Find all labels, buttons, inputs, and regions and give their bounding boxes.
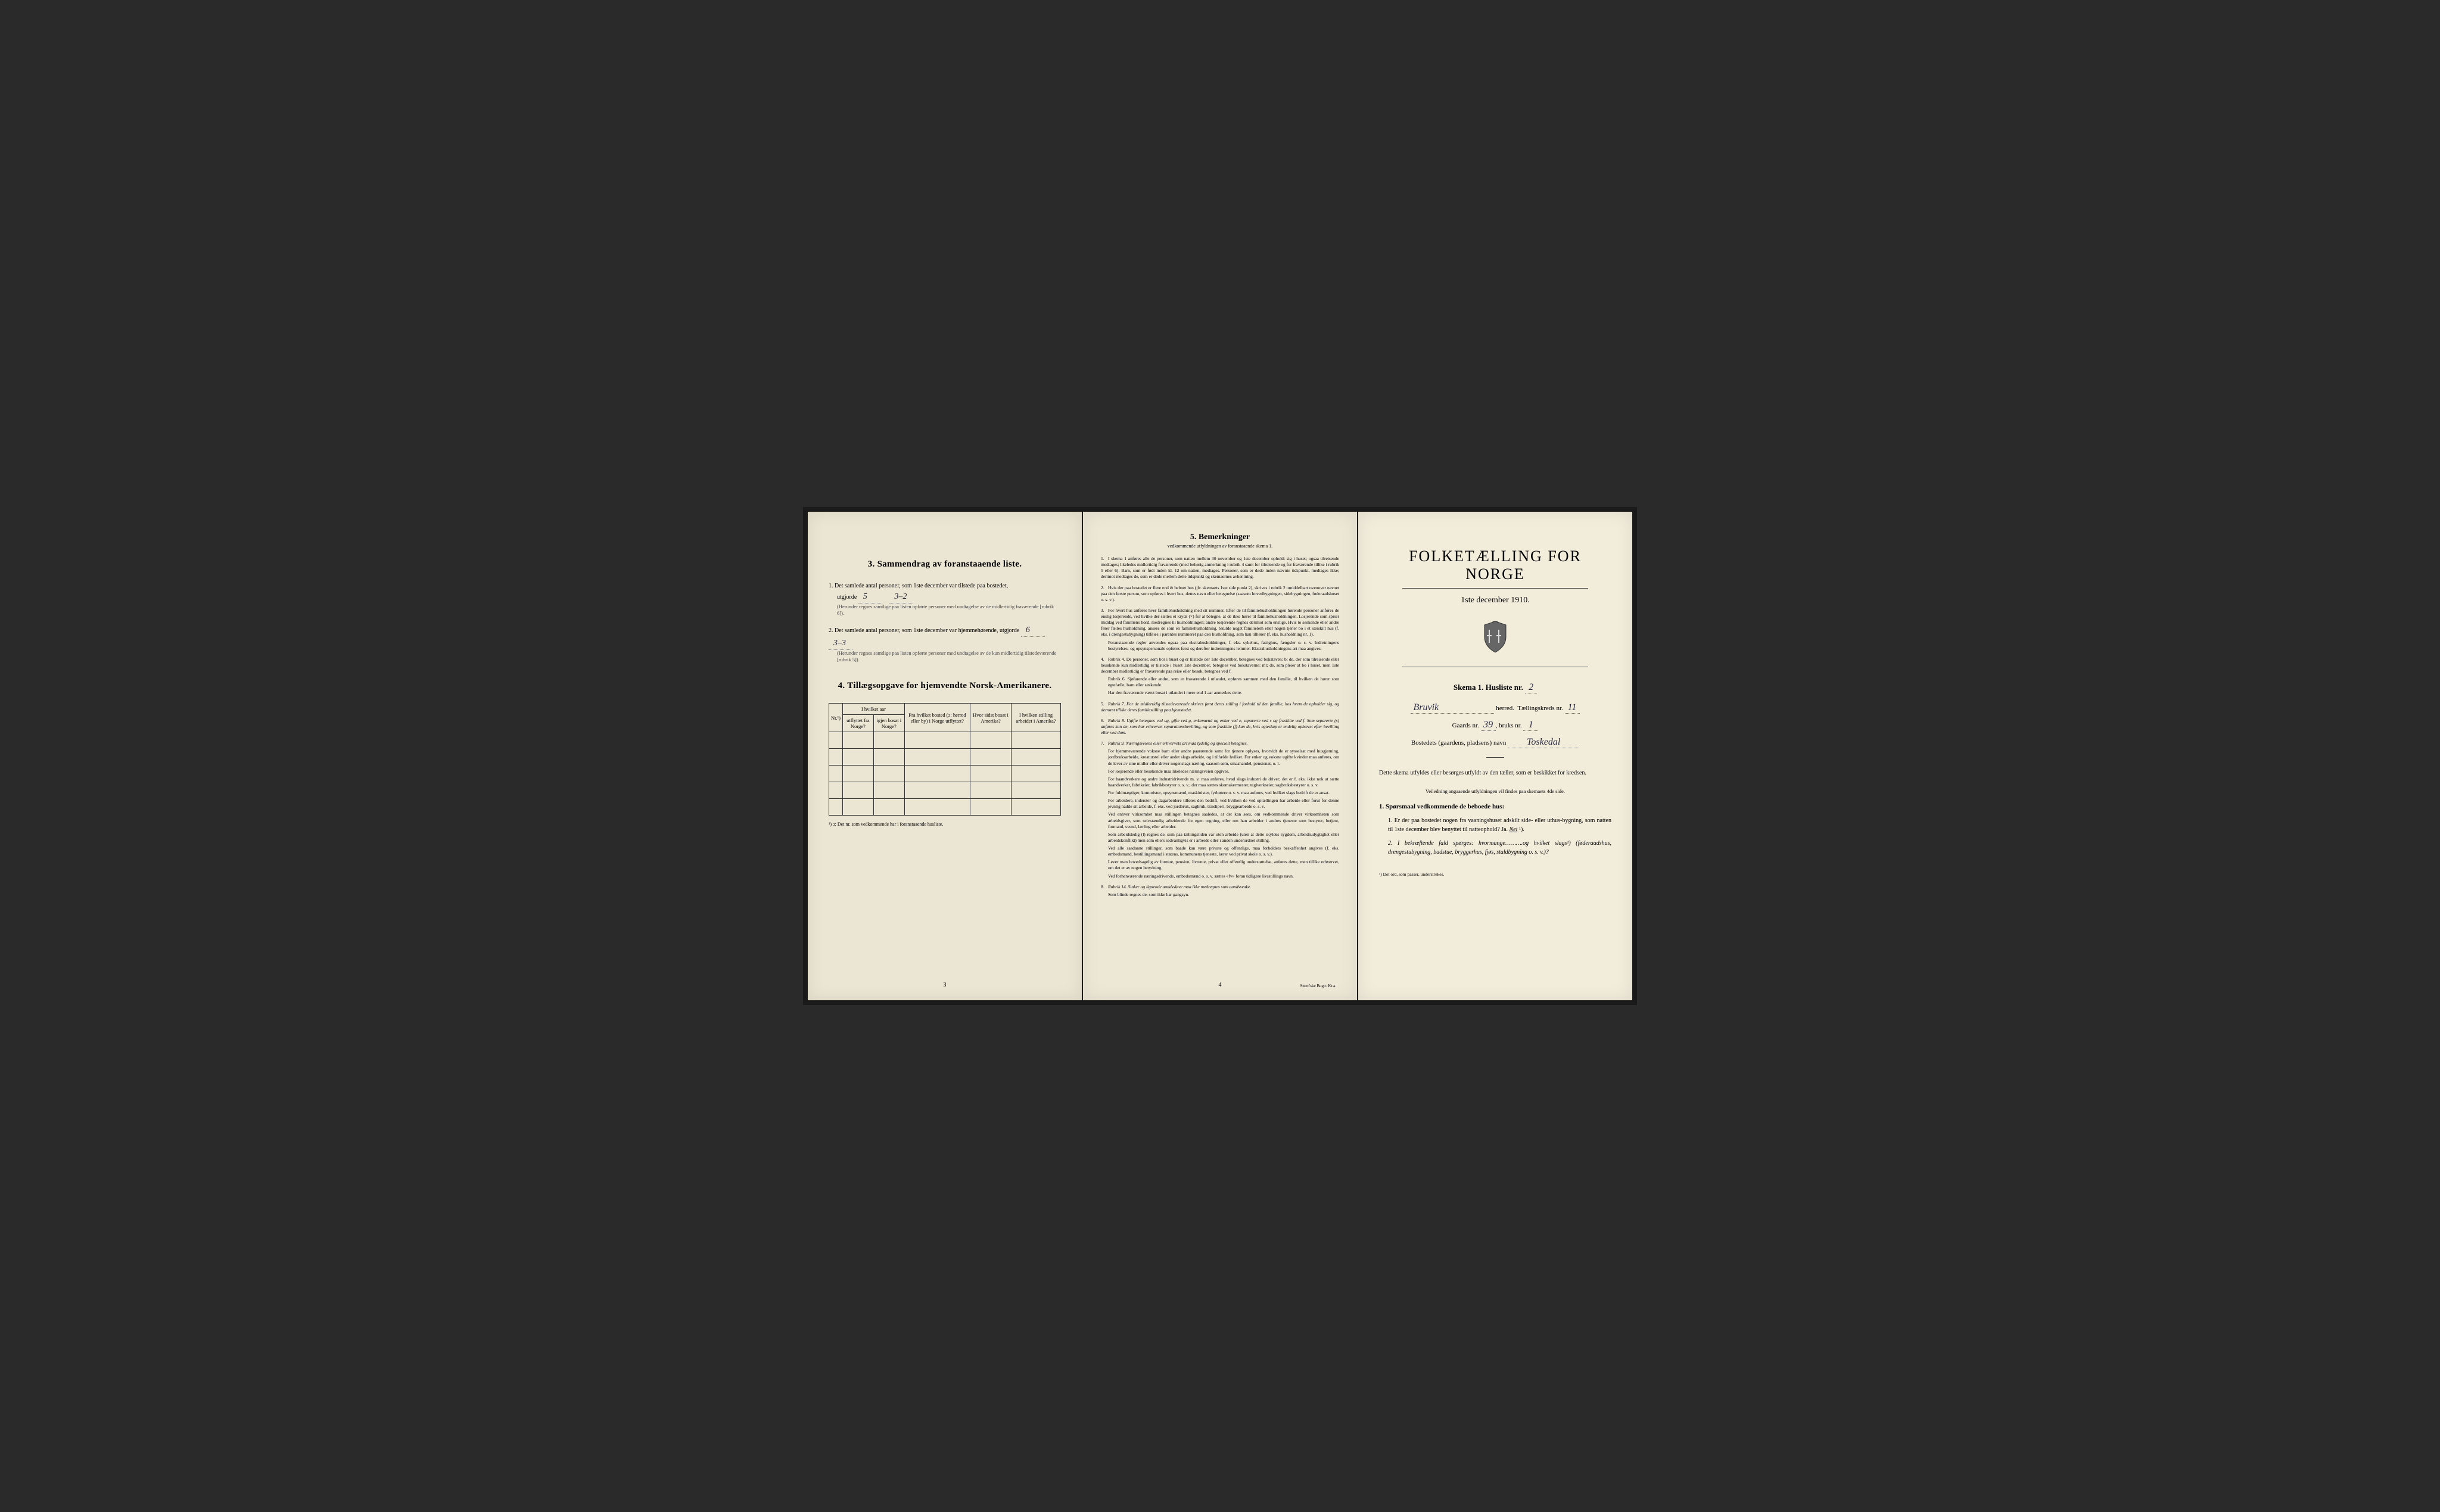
value-tilstede: 5 <box>858 590 882 603</box>
bruks-nr: 1 <box>1523 720 1538 731</box>
page-number: 4 <box>1219 982 1222 988</box>
printer-mark: Steen'ske Bogtr. Kr.a. <box>1300 984 1336 988</box>
item-2: 2. Det samlede antal personer, som 1ste … <box>829 624 1061 663</box>
value-hjemme-split: 3–3 <box>829 637 852 650</box>
gaards-nr: 39 <box>1481 720 1496 731</box>
question-heading: 1. Spørsmaal vedkommende de beboede hus: <box>1379 803 1611 810</box>
answer-nei: Nei <box>1510 826 1518 833</box>
husliste-nr: 2 <box>1525 682 1537 693</box>
question-1: 1. Er der paa bostedet nogen fra vaaning… <box>1388 816 1611 834</box>
item-1: 1. Det samlede antal personer, som 1ste … <box>829 581 1061 617</box>
census-document: 3. Sammendrag av foranstaaende liste. 1.… <box>803 507 1637 1005</box>
page-number: 3 <box>944 982 947 988</box>
page-3: 3. Sammendrag av foranstaaende liste. 1.… <box>808 512 1082 1000</box>
coat-of-arms-icon <box>1379 620 1611 658</box>
remark-3: 3.For hvert hus anføres hver familiehush… <box>1101 608 1339 652</box>
remark-1: 1.I skema 1 anføres alle de personer, so… <box>1101 556 1339 580</box>
kreds-nr: 11 <box>1565 702 1580 714</box>
section-5-heading: 5. Bemerkninger <box>1101 533 1339 542</box>
remark-2: 2.Hvis der paa bostedet er flere end ét … <box>1101 585 1339 603</box>
census-title: FOLKETÆLLING FOR NORGE <box>1379 547 1611 583</box>
value-hjemme: 6 <box>1021 624 1045 637</box>
remark-7: 7.Rubrik 9. Næringsveiens eller erhverve… <box>1101 741 1339 879</box>
remark-4: 4.Rubrik 4. De personer, som bor i huset… <box>1101 657 1339 696</box>
page-title: FOLKETÆLLING FOR NORGE 1ste december 191… <box>1358 512 1632 1000</box>
page-4: 5. Bemerkninger vedkommende utfyldningen… <box>1083 512 1357 1000</box>
remark-6: 6.Rubrik 8. Ugifte betegnes ved ug, gift… <box>1101 718 1339 736</box>
census-date: 1ste december 1910. <box>1379 596 1611 605</box>
remark-5: 5.Rubrik 7. For de midlertidig tilstedev… <box>1101 701 1339 713</box>
remark-8: 8.Rubrik 14. Sinker og lignende aandsslø… <box>1101 884 1339 898</box>
herred-value: Bruvik <box>1413 702 1439 713</box>
question-2: 2. I bekræftende fald spørges: hvormange… <box>1388 839 1611 857</box>
instruction: Dette skema utfyldes eller besørges utfy… <box>1379 769 1611 777</box>
skema-line: Skema 1. Husliste nr. 2 <box>1379 682 1611 693</box>
bosted-value: Toskedal <box>1527 737 1560 747</box>
footnote: ¹) Det ord, som passer, understrekes. <box>1379 872 1611 877</box>
value-tilstede-split: 3–2 <box>889 590 913 603</box>
section-4-heading: 4. Tillægsopgave for hjemvendte Norsk-Am… <box>829 681 1061 691</box>
amerika-table: Nr.¹) I hvilket aar Fra hvilket bosted (… <box>829 703 1061 816</box>
section-3-heading: 3. Sammendrag av foranstaaende liste. <box>829 559 1061 570</box>
table-footnote: ¹) ɔ: Det nr. som vedkommende har i fora… <box>829 822 1061 827</box>
